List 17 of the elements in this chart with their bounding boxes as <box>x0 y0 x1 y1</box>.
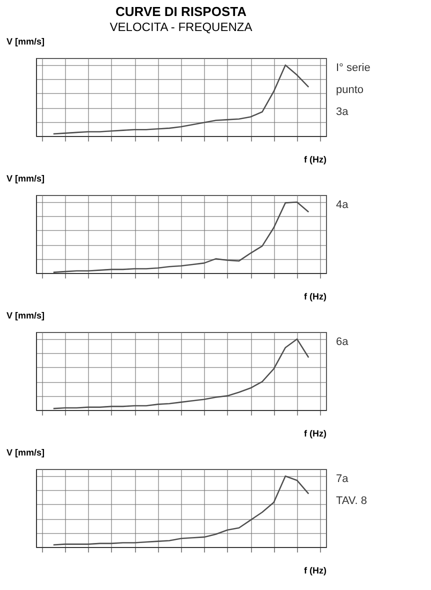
text: 7a <box>336 473 350 485</box>
text: 4a <box>336 199 350 211</box>
x-axis-title: f (Hz) <box>304 428 326 438</box>
y-axis-title: V [mm/s] <box>6 174 45 184</box>
chart-subtitle: VELOCITA - FREQUENZA <box>110 20 252 34</box>
text: 3a <box>336 106 350 118</box>
y-axis-title: V [mm/s] <box>6 310 45 320</box>
x-axis-title: f (Hz) <box>304 154 326 164</box>
x-axis-title: f (Hz) <box>304 566 326 576</box>
text: TAV. 8 <box>336 495 367 507</box>
text: punto <box>336 84 364 96</box>
text: 6a <box>336 336 350 348</box>
x-axis-title: f (Hz) <box>304 292 326 302</box>
text: I° serie <box>336 62 370 74</box>
y-axis-title: V [mm/s] <box>6 448 45 458</box>
chart-title: CURVE DI RISPOSTA <box>116 4 248 19</box>
y-axis-title: V [mm/s] <box>6 36 45 46</box>
